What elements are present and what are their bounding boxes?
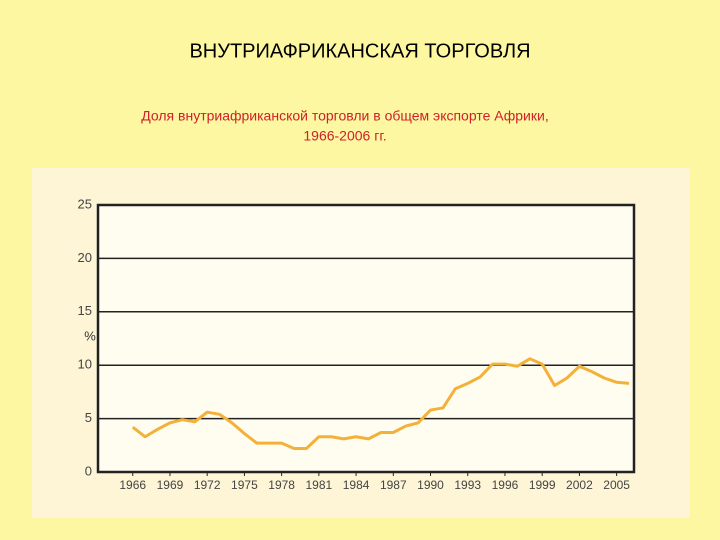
y-tick-label: 5	[85, 410, 92, 425]
x-tick-label: 1975	[231, 478, 258, 492]
data-line	[131, 357, 630, 451]
chart-subtitle: 1966-2006 гг.	[303, 128, 386, 144]
x-tick-label: 1999	[529, 478, 556, 492]
x-tick-label: 1969	[157, 478, 184, 492]
x-tick-label: 1966	[119, 478, 146, 492]
x-tick-label: 1984	[343, 478, 370, 492]
x-tick-label: 2002	[566, 478, 593, 492]
y-tick-label: 25	[78, 196, 92, 211]
y-tick-label: 0	[85, 463, 92, 478]
x-tick-label: 1987	[380, 478, 407, 492]
y-tick-label: 10	[78, 357, 92, 372]
x-tick-label: 1981	[306, 478, 333, 492]
y-tick-label: 15	[78, 303, 92, 318]
x-tick-label: 1978	[268, 478, 295, 492]
x-tick-label: 2005	[603, 478, 630, 492]
plot-border	[96, 203, 636, 474]
x-tick-label: 1993	[454, 478, 481, 492]
slide-title: ВНУТРИАФРИКАНСКАЯ ТОРГОВЛЯ	[189, 40, 530, 62]
y-axis-label: %	[84, 328, 96, 343]
x-tick-label: 1990	[417, 478, 444, 492]
x-tick-label: 1972	[194, 478, 221, 492]
x-tick-label: 1996	[492, 478, 519, 492]
plot-area	[98, 205, 634, 472]
chart-subtitle: Доля внутриафриканской торговли в общем …	[141, 108, 548, 124]
y-tick-label: 20	[78, 250, 92, 265]
